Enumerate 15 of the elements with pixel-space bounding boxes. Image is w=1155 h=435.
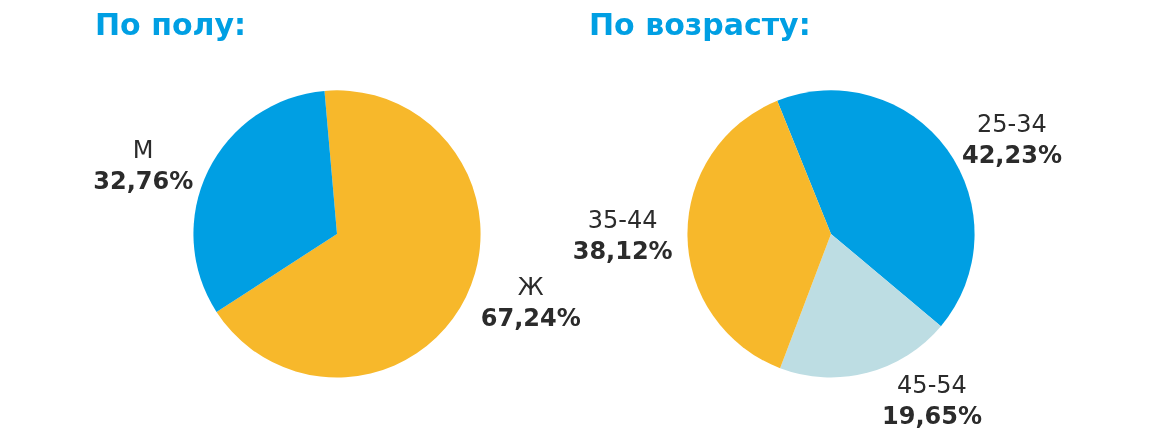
slice-label: 35-44 xyxy=(587,205,658,234)
pie-slice xyxy=(193,90,337,312)
data-label: 67,24% xyxy=(480,304,581,333)
slice-label: 25-34 xyxy=(977,109,1047,138)
pie-slice xyxy=(216,90,481,378)
slice-label: М xyxy=(132,135,154,164)
chart-title: По возрасту: xyxy=(589,7,811,42)
chart-title: По полу: xyxy=(95,7,247,42)
slice-label: 45-54 xyxy=(897,370,967,399)
data-label: 32,76% xyxy=(93,166,194,195)
pie-slice xyxy=(687,100,831,369)
data-label: 38,12% xyxy=(572,237,673,266)
data-label: 19,65% xyxy=(881,402,982,431)
slice-label: Ж xyxy=(517,273,544,302)
data-label: 42,23% xyxy=(961,140,1062,169)
